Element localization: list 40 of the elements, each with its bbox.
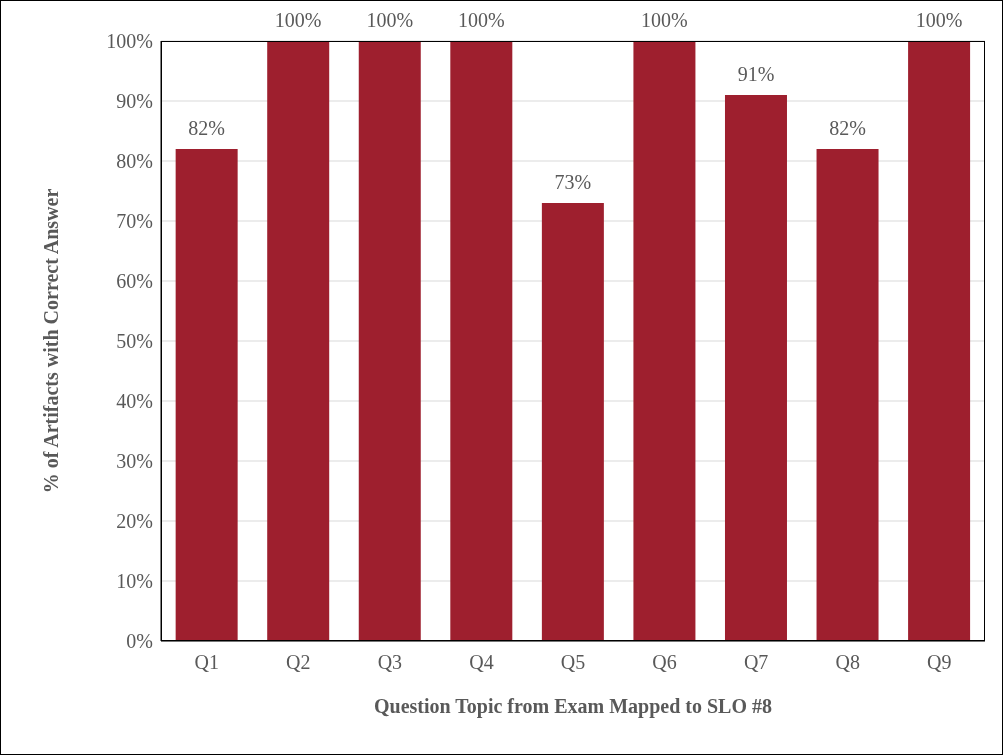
bar [816, 149, 879, 641]
bar [175, 149, 238, 641]
data-label: 100% [457, 9, 505, 31]
x-tick-label: Q7 [743, 651, 769, 674]
bar [724, 95, 787, 641]
data-label: 82% [188, 117, 225, 139]
y-tick-label: 0% [126, 630, 153, 653]
x-tick-label: Q2 [286, 651, 311, 674]
bar [358, 41, 421, 641]
x-tick-label: Q5 [560, 651, 586, 674]
y-tick-label: 40% [116, 390, 153, 413]
y-tick-label: 20% [116, 510, 153, 533]
bar [267, 41, 330, 641]
y-tick-label: 60% [116, 270, 153, 293]
bar [450, 41, 513, 641]
data-label: 100% [366, 9, 414, 31]
x-tick-label: Q3 [377, 651, 403, 674]
data-label: 91% [737, 63, 775, 85]
y-tick-label: 70% [116, 210, 153, 233]
y-tick-label: 100% [106, 30, 153, 53]
data-label: 100% [915, 9, 963, 31]
y-tick-label: 50% [116, 330, 153, 353]
bar [541, 203, 604, 641]
x-tick-label: Q9 [927, 651, 952, 674]
data-label: 100% [274, 9, 322, 31]
data-label: 73% [554, 171, 592, 193]
x-tick-label: Q6 [652, 651, 677, 674]
x-axis-title: Question Topic from Exam Mapped to SLO #8 [373, 695, 773, 718]
x-tick-label: Q4 [469, 651, 494, 674]
y-tick-label: 90% [116, 90, 153, 113]
bar [908, 41, 971, 641]
y-tick-label: 10% [116, 570, 153, 593]
data-label: 100% [641, 9, 688, 31]
data-label: 82% [829, 117, 866, 139]
y-axis-title: % of Artifacts with Correct Answer [40, 188, 63, 494]
x-tick-label: Q1 [194, 651, 219, 674]
bar [633, 41, 696, 641]
x-tick-label: Q8 [835, 651, 860, 674]
y-tick-label: 30% [116, 450, 153, 473]
y-tick-label: 80% [116, 150, 153, 173]
